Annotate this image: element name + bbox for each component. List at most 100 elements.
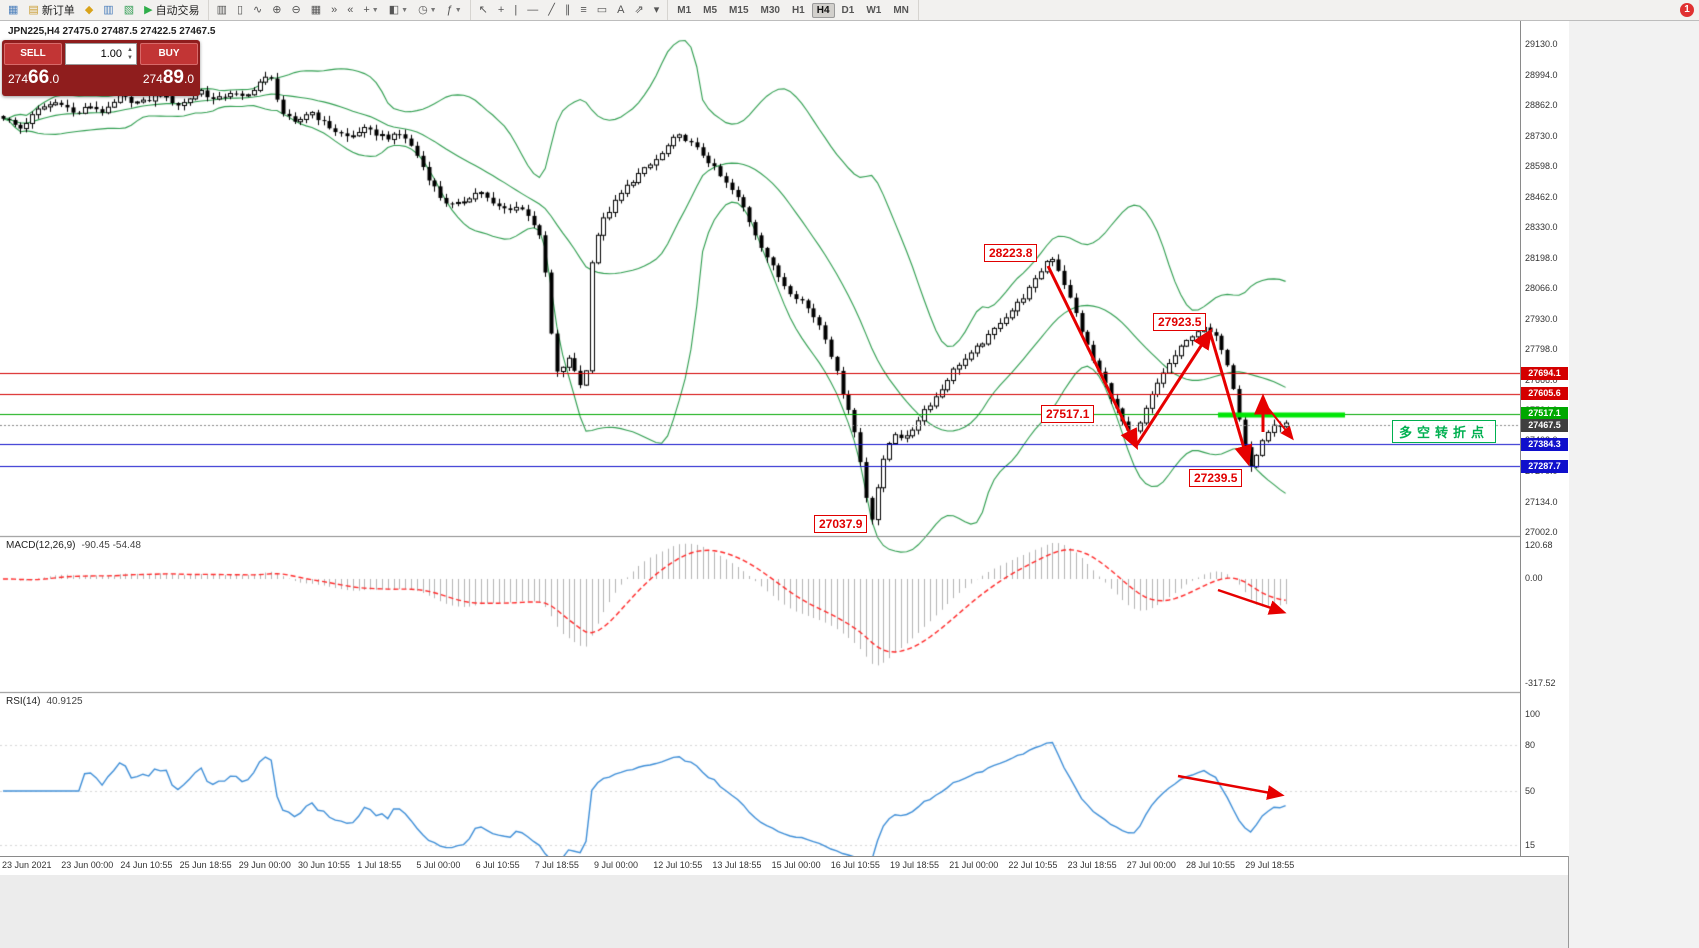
indicators-icon-caret[interactable]: ▼ <box>454 6 462 14</box>
channel-icon: ∥ <box>564 4 571 16</box>
line-chart-icon: ∿ <box>253 4 263 16</box>
price-scale-label: 28330.0 <box>1525 222 1558 233</box>
price-scale-label: 27134.0 <box>1525 496 1558 507</box>
time-axis-label: 24 Jun 10:55 <box>120 860 173 870</box>
time-axis-label: 29 Jun 00:00 <box>238 860 291 870</box>
price-annotation[interactable]: 27037.9 <box>814 515 868 533</box>
tile-windows-icon: ▦ <box>310 4 322 16</box>
volume-down-stepper[interactable]: ▼ <box>127 55 133 61</box>
price-tag: 27384.3 <box>1521 437 1568 451</box>
price-tag: 27467.5 <box>1521 418 1568 432</box>
horizontal-line-icon: — <box>527 4 539 16</box>
price-axis: 29130.0 28994.0 28862.0 28730.0 28598.0 28462… <box>1520 20 1569 856</box>
indicators-icon[interactable]: ƒ ▼ <box>443 0 466 20</box>
vertical-line-icon: | <box>514 4 518 16</box>
cursor-icon: ↖ <box>478 4 488 16</box>
text-icon[interactable]: A <box>613 0 628 20</box>
notification-badge[interactable]: 1 <box>1680 3 1694 17</box>
rsi-header: RSI(14) 40.9125 <box>6 696 83 707</box>
volume-up-stepper[interactable]: ▲ <box>127 47 133 53</box>
sell-price-big: 66 <box>28 67 50 88</box>
buy-price-big: 89 <box>162 67 184 88</box>
fibonacci-icon[interactable]: ≡ <box>576 0 590 20</box>
price-scale-label: 27798.0 <box>1525 344 1558 355</box>
navigator-icon[interactable]: ▧ <box>120 0 138 20</box>
sell-price: 274 66.0 <box>8 67 59 89</box>
time-axis-label: 22 Jul 10:55 <box>1008 860 1058 870</box>
line-chart-icon[interactable]: ∿ <box>249 0 266 20</box>
text-icon: A <box>617 4 625 16</box>
timeframe-m1-button[interactable]: M1 <box>677 4 692 16</box>
timeframe-w1-button[interactable]: W1 <box>866 4 882 16</box>
shapes-icon: ▭ <box>596 4 608 16</box>
templates-icon-caret[interactable]: ▼ <box>401 6 409 14</box>
timeframe-m30-button[interactable]: M30 <box>760 4 780 16</box>
rsi-value: 40.9125 <box>46 696 83 707</box>
indicators-icon: ƒ <box>446 4 453 16</box>
time-axis-label: 27 Jul 00:00 <box>1126 860 1176 870</box>
vertical-line-icon[interactable]: | <box>510 0 521 20</box>
price-scale-label: 28598.0 <box>1525 161 1558 171</box>
sell-button[interactable]: SELL <box>4 43 62 65</box>
time-axis-label: 23 Jun 2021 <box>2 860 52 870</box>
period-selector-icon-caret[interactable]: ▼ <box>429 6 437 14</box>
time-axis-label: 9 Jul 00:00 <box>594 860 639 870</box>
trendline-icon[interactable]: ╱ <box>544 0 559 20</box>
crosshair-icon[interactable]: + <box>494 0 508 20</box>
new-chart-button: + <box>363 4 370 16</box>
bar-chart-icon[interactable]: ▥ <box>213 0 231 20</box>
price-scale-label: 28462.0 <box>1525 192 1558 203</box>
zoom-out-icon[interactable]: ⊖ <box>287 0 304 20</box>
time-axis: 23 Jun 2021 23 Jun 00:00 24 Jun 10:55 25 Ju… <box>0 856 1568 875</box>
timeframe-h1-button[interactable]: H1 <box>791 4 805 16</box>
new-chart-button-caret[interactable]: ▼ <box>371 6 379 14</box>
time-axis-label: 1 Jul 18:55 <box>357 860 402 870</box>
price-scale-label: 27002.0 <box>1525 527 1558 537</box>
app-icon: ▦ <box>4 0 22 20</box>
price-scale-label: 28994.0 <box>1525 70 1558 81</box>
timeframe-m15-button[interactable]: M15 <box>729 4 749 16</box>
shapes-icon[interactable]: ▭ <box>593 0 611 20</box>
new-order-button: ▤ <box>28 4 39 16</box>
new-chart-button[interactable]: + ▼ <box>359 0 382 20</box>
chart-profiles-icon[interactable]: ◆ <box>81 0 97 20</box>
macd-title: MACD(12,26,9) <box>6 540 76 551</box>
market-watch-icon[interactable]: ▥ <box>99 0 117 20</box>
new-order-button[interactable]: ▤ 新订单 <box>24 0 78 20</box>
main-chart-canvas[interactable] <box>0 20 1520 856</box>
channel-icon[interactable]: ∥ <box>561 0 575 20</box>
buy-button[interactable]: BUY <box>140 43 198 65</box>
toolbar: ▦ ▤ 新订单 ◆ ▥ ▧ ▶ 自动交易 ▥ ▯ ∿ ⊕ ⊖ ▦» «+ ▼ ◧ ▼ ◷ ▼ ƒ ▼ ↖ + | — ╱ ∥ ≡ ▭ A ⇗ ▾… <box>0 0 1699 21</box>
price-annotation[interactable]: 28223.8 <box>984 244 1038 262</box>
macd-values: -90.45 -54.48 <box>81 540 141 551</box>
zoom-in-icon[interactable]: ⊕ <box>268 0 285 20</box>
templates-icon[interactable]: ◧ ▼ <box>385 0 412 20</box>
volume-input[interactable] <box>66 47 136 61</box>
tile-windows-icon[interactable]: ▦ <box>307 0 325 20</box>
autotrading-button[interactable]: ▶ 自动交易 <box>140 0 203 20</box>
navigator-icon: ▧ <box>123 4 135 16</box>
timeframe-d1-button[interactable]: D1 <box>841 4 855 16</box>
horizontal-line-icon[interactable]: — <box>523 0 542 20</box>
chart-shift-icon[interactable]: « <box>343 0 357 20</box>
auto-scroll-icon: » <box>331 4 338 16</box>
arrows-tool-icon[interactable]: ⇗ <box>630 0 647 20</box>
candlestick-chart-icon[interactable]: ▯ <box>233 0 247 20</box>
auto-scroll-icon[interactable]: » <box>327 0 341 20</box>
more-tools-icon: ▾ <box>653 4 660 16</box>
rsi-scale-label: 50 <box>1525 786 1536 797</box>
more-tools-icon[interactable]: ▾ <box>650 0 664 20</box>
buy-price: 274 89.0 <box>143 67 194 89</box>
timeframe-mn-button[interactable]: MN <box>893 4 909 16</box>
period-selector-icon[interactable]: ◷ ▼ <box>414 0 441 20</box>
cursor-icon[interactable]: ↖ <box>475 0 492 20</box>
new-order-button-label: 新订单 <box>41 5 75 17</box>
timeframe-m5-button[interactable]: M5 <box>703 4 718 16</box>
timeframe-h4-button[interactable]: H4 <box>811 2 835 18</box>
rsi-scale-label: 80 <box>1525 739 1536 750</box>
price-annotation[interactable]: 27923.5 <box>1153 313 1207 331</box>
price-annotation[interactable]: 27517.1 <box>1041 405 1095 423</box>
volume-field: ▲ ▼ <box>65 43 137 65</box>
crosshair-icon: + <box>497 4 505 16</box>
price-annotation[interactable]: 27239.5 <box>1189 469 1243 487</box>
